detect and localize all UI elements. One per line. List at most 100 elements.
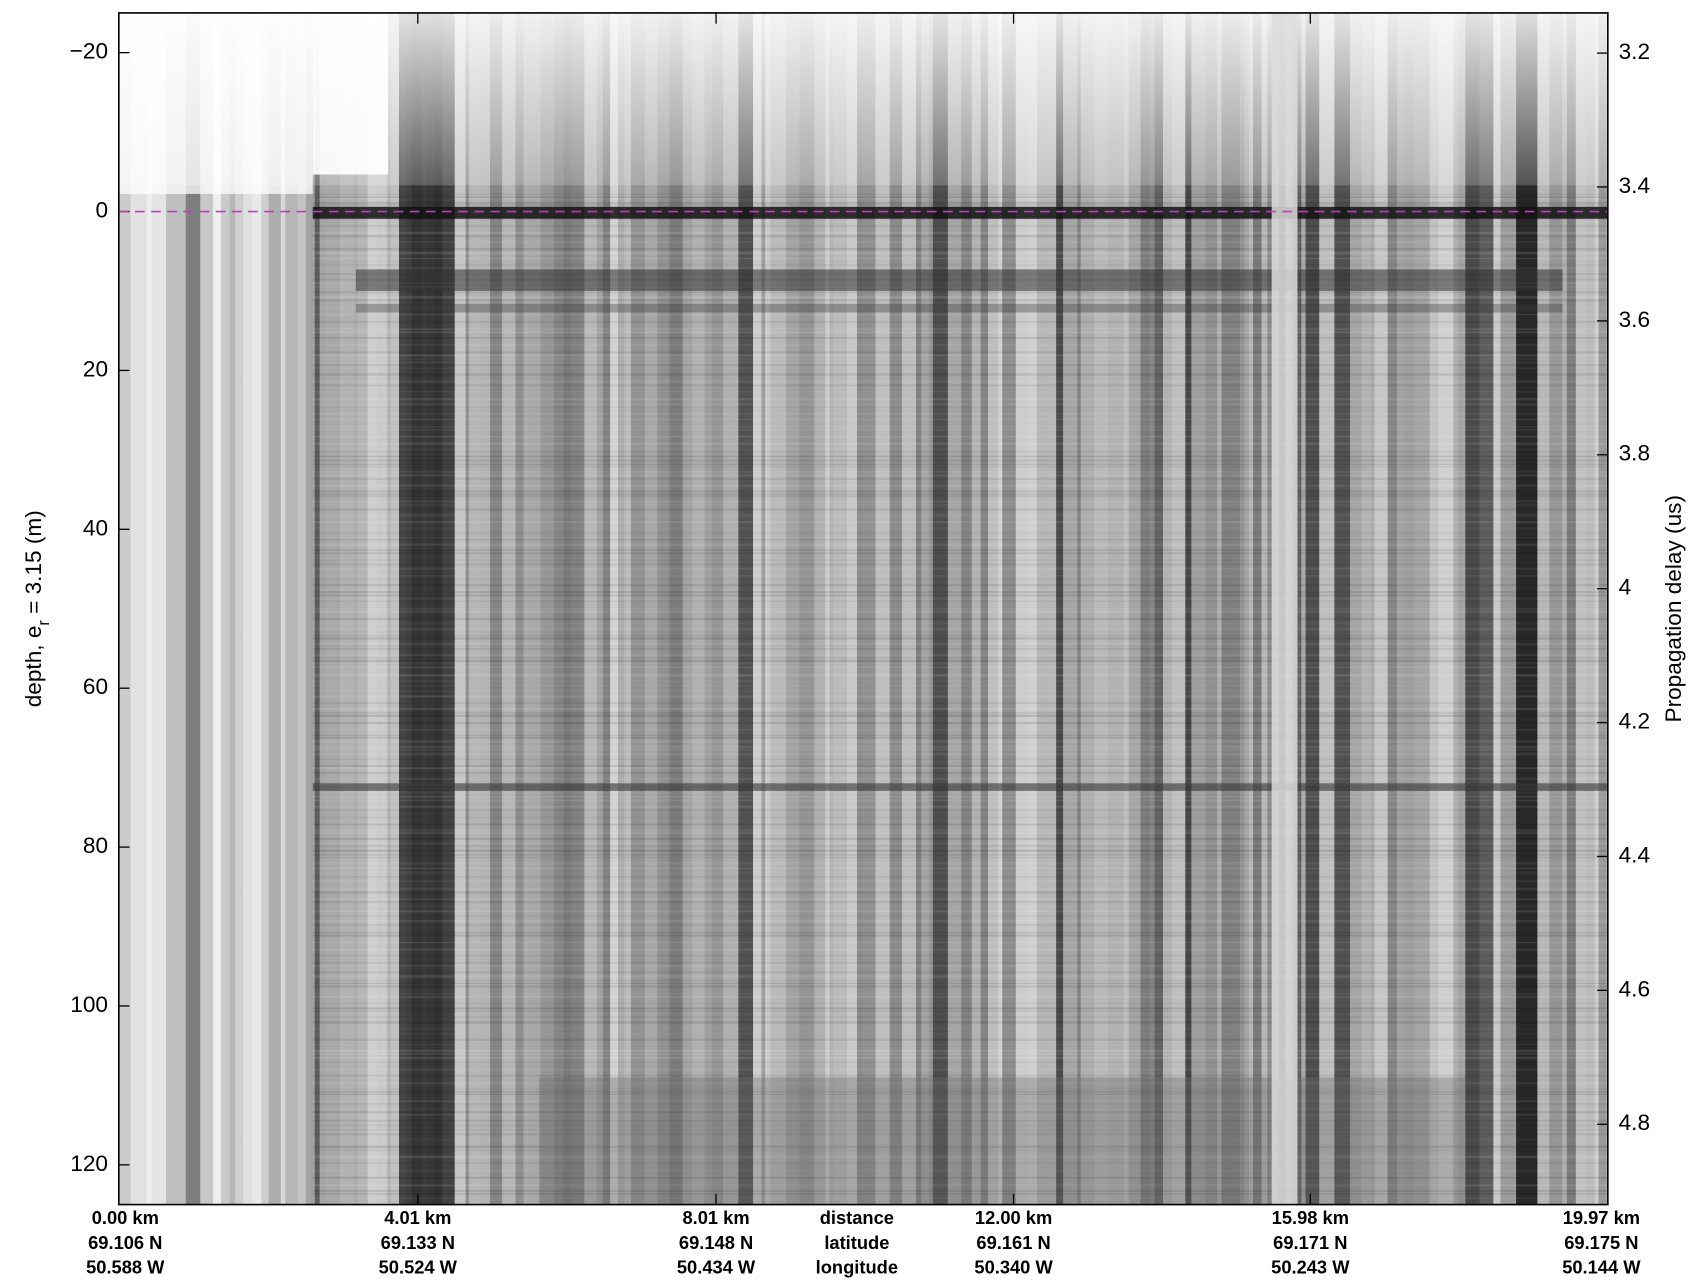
texture-column [704,12,713,1205]
texture-layer [355,269,1563,291]
texture-striation [312,403,1608,406]
texture-column [1056,12,1064,1205]
x-tick-longitude: 50.524 W [379,1257,458,1278]
texture-column [411,12,423,1205]
texture-striation [312,737,1608,739]
texture-striation [312,680,1608,683]
texture-striation [312,642,1608,646]
texture-reflector [312,783,1608,791]
texture-striation [312,450,1608,453]
texture-striation [312,594,1608,597]
texture-striation [312,500,1608,502]
y2-tick-label: 3.4 [1619,173,1650,198]
texture-column [947,12,962,1205]
texture-column [971,12,982,1205]
y2-tick-label: 4.8 [1619,1110,1650,1135]
texture-striation [312,849,1608,853]
texture-column [1585,12,1596,1205]
texture-striation [312,1049,1608,1052]
texture-column [1015,12,1029,1205]
texture-column [1037,12,1047,1205]
texture-striation [312,313,1608,316]
texture-striation [312,320,1608,323]
texture-column [1413,12,1431,1205]
texture-striation [312,543,1608,546]
texture-striation [312,748,1608,751]
y-tick-label: 60 [83,674,108,699]
texture-striation [312,264,1608,266]
texture-striation [312,513,1608,516]
texture-striation [312,1129,1608,1131]
texture-column [1094,12,1109,1205]
texture-column [1063,12,1078,1205]
texture-column [902,12,917,1205]
texture-striation [312,712,1608,714]
texture-striation [312,845,1608,847]
texture-striation [312,1052,1608,1055]
texture-column [861,12,876,1205]
texture-column [390,12,400,1205]
texture-striation [312,971,1608,974]
texture-striation [312,1088,1608,1090]
texture-striation [312,948,1608,951]
texture-striation [312,204,1608,207]
texture-column [490,12,503,1205]
texture-striation [312,527,1608,530]
y-tick-label: 20 [83,356,108,381]
texture-striation [312,412,1608,415]
texture-striation [312,299,1608,302]
texture-column [644,12,658,1205]
x-tick-longitude: 50.434 W [677,1257,756,1278]
texture-striation [312,854,1608,856]
texture-column [1566,12,1577,1205]
texture-column [1162,12,1173,1205]
texture-striation [312,975,1608,978]
texture-striation [312,508,1608,511]
texture-column [1140,12,1151,1205]
texture-striation [312,765,1608,767]
texture-column [1301,12,1307,1205]
texture-striation [312,442,1608,445]
texture-column [1239,12,1246,1205]
texture-striation [312,515,1608,518]
texture-striation [312,657,1608,659]
x-row-title: longitude [816,1257,898,1278]
texture-striation [312,901,1608,903]
texture-bright-column [1271,12,1298,1205]
texture-striation [312,494,1608,498]
texture-column [1261,12,1268,1205]
texture-column [426,12,435,1205]
texture-striation [312,351,1608,354]
texture-column [1233,12,1241,1205]
texture-striation [312,435,1608,438]
texture-column [617,12,625,1205]
texture-striation [312,1169,1608,1172]
texture-striation [312,634,1608,637]
texture-striation [312,354,1608,357]
texture-column [1334,12,1351,1205]
texture-striation [312,267,1608,270]
texture-column [1217,12,1223,1205]
texture-striation [312,1002,1608,1004]
texture-striation [312,1108,1608,1110]
texture-striation [312,1016,1608,1018]
texture-striation [312,470,1608,473]
texture-striation [312,248,1608,251]
texture-striation [312,328,1608,331]
texture-column [502,12,509,1205]
texture-striation [312,627,1608,631]
texture-striation [312,740,1608,743]
texture-column [1171,12,1186,1205]
texture-striation [312,791,1608,795]
texture-striation [312,695,1608,698]
texture-column [1465,12,1480,1205]
texture-striation [312,772,1608,774]
texture-column [998,12,1003,1205]
texture-striation [312,1068,1608,1071]
x-tick-distance: 19.97 km [1563,1207,1640,1228]
texture-striation [312,1149,1608,1152]
texture-striation [312,563,1608,566]
texture-striation [312,823,1608,826]
